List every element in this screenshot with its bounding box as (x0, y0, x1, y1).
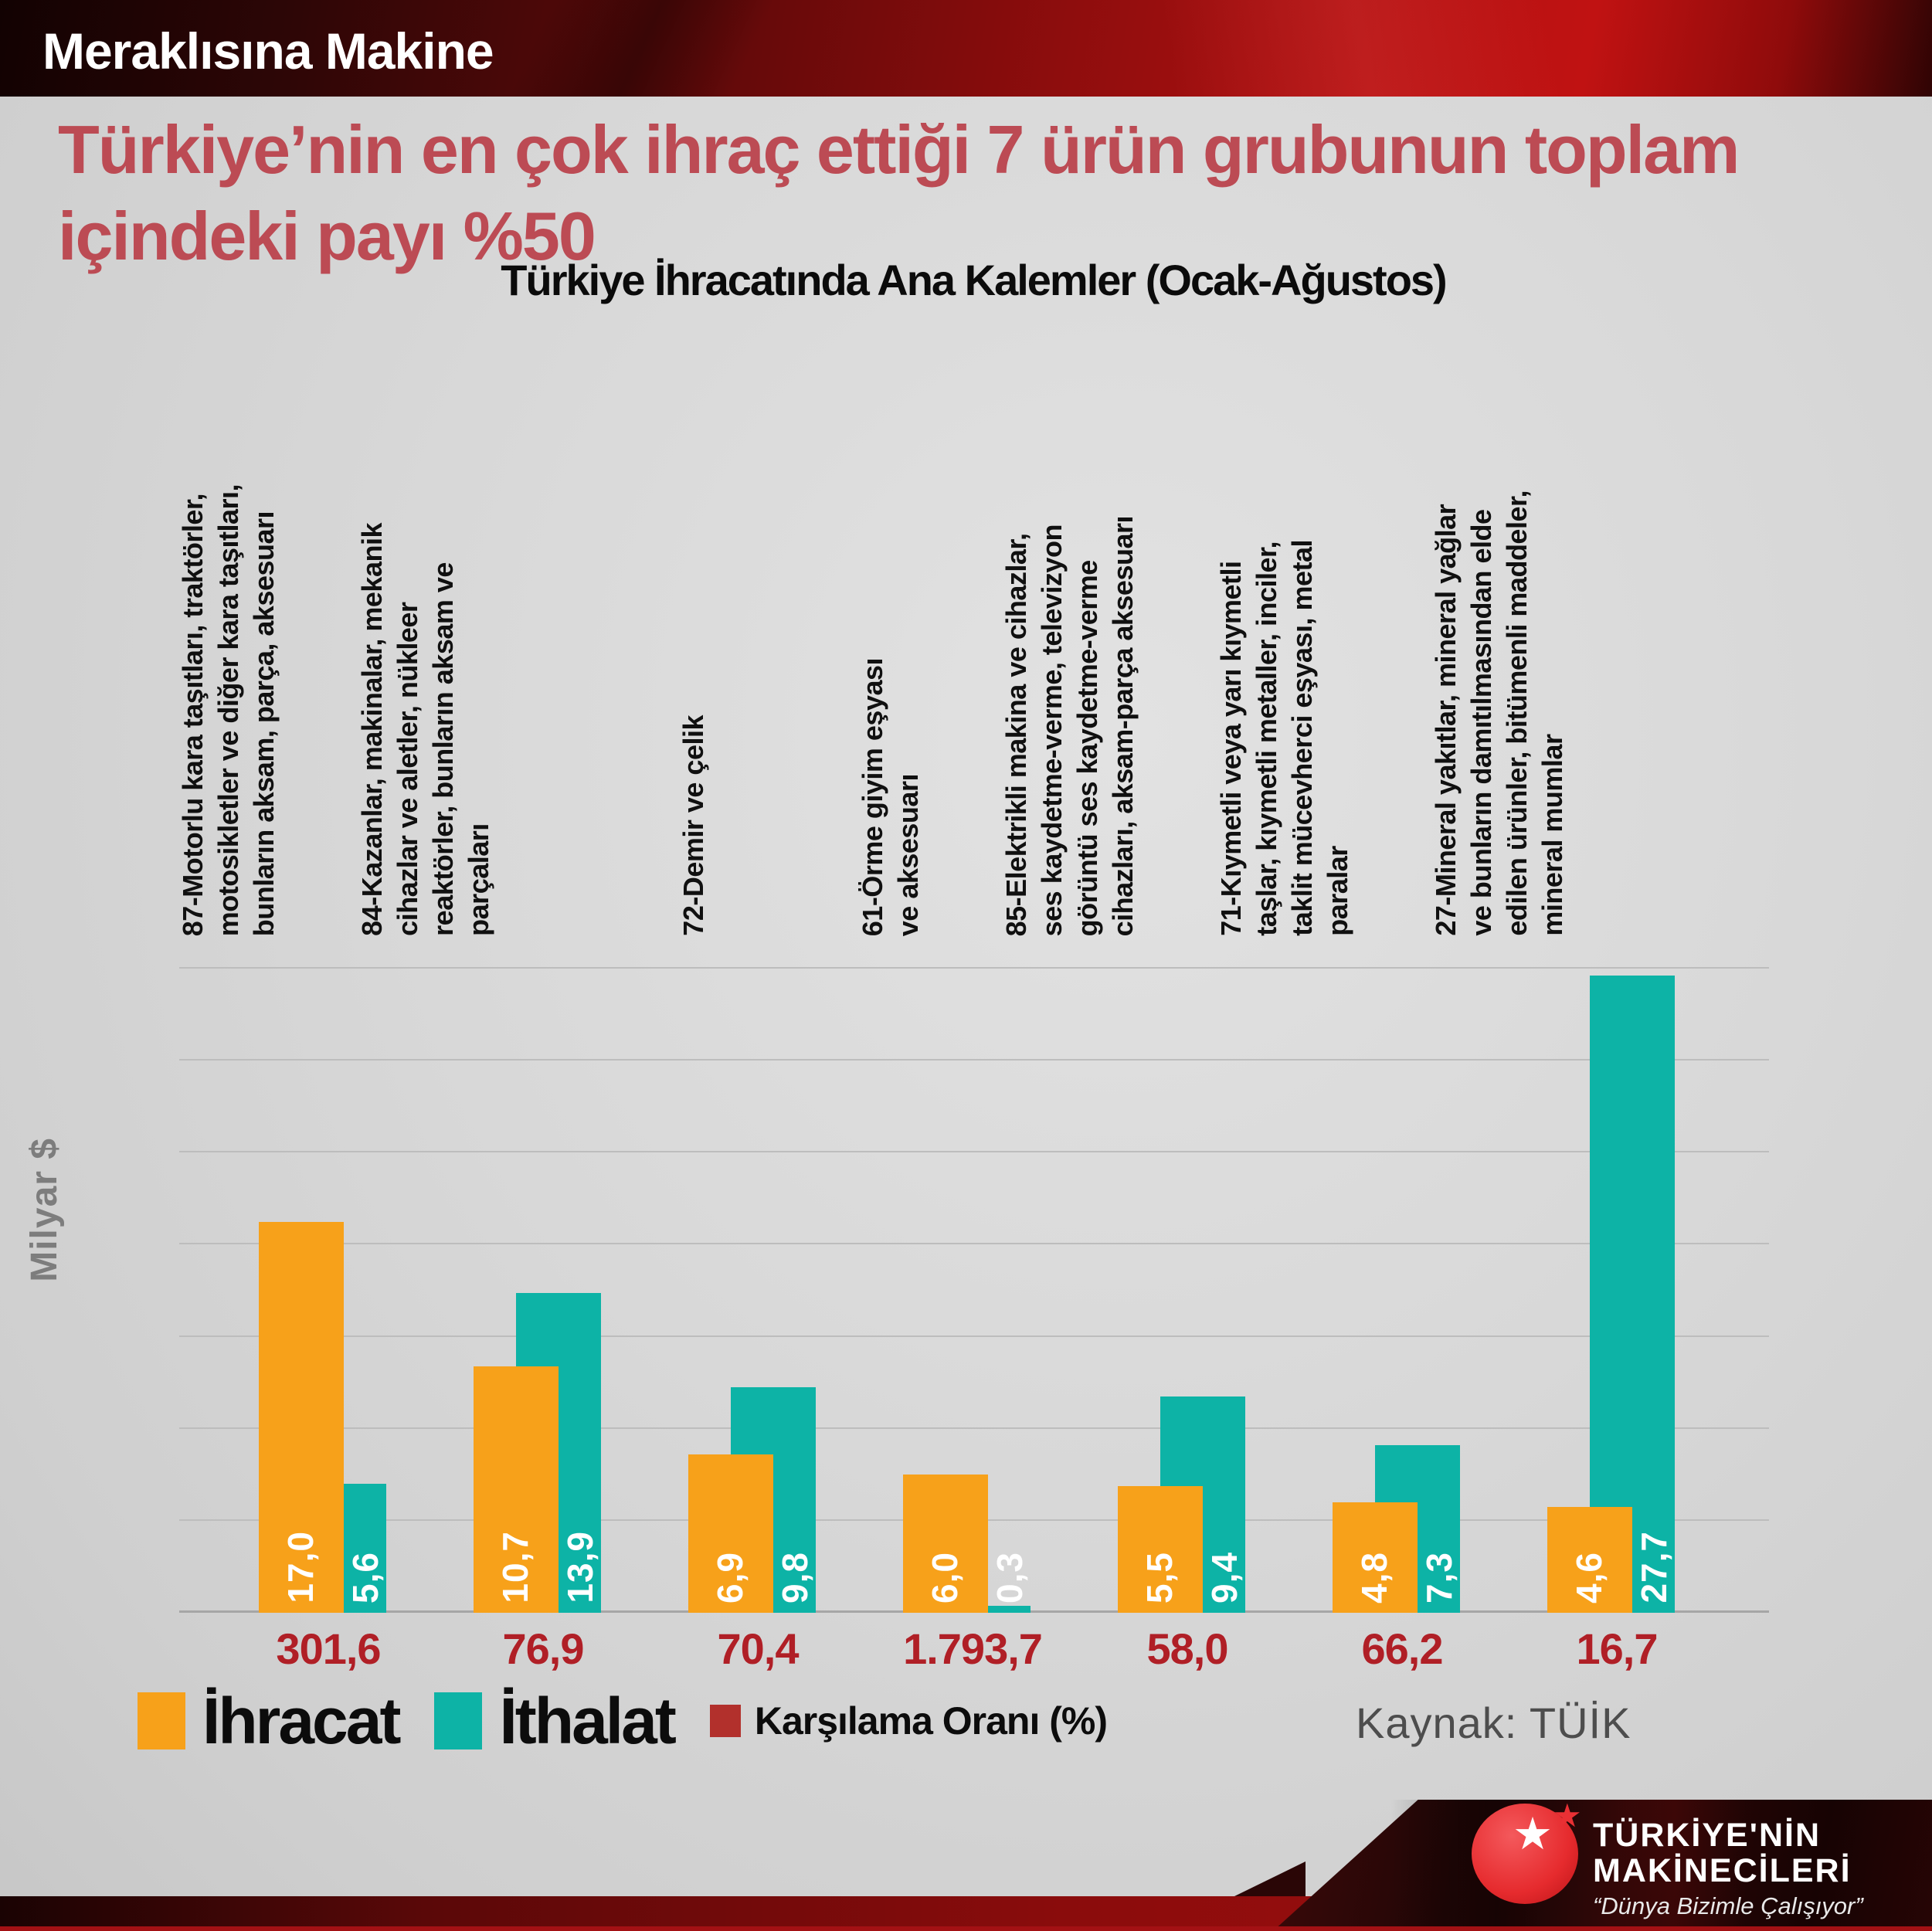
export-bar (903, 1475, 988, 1613)
source-note: Kaynak: TÜİK (1356, 1699, 1632, 1747)
ratio-legend-swatch (709, 1705, 741, 1737)
banner-texture (1120, 0, 1661, 97)
export-bar (1118, 1486, 1203, 1613)
coverage-ratio: 301,6 (276, 1624, 381, 1673)
star-icon: ★ (1513, 1809, 1553, 1859)
category-label: 72-Demir ve çelik (677, 715, 709, 936)
export-value: 5,5 (1139, 1552, 1180, 1604)
export-bar (1333, 1502, 1418, 1613)
gridline (179, 1059, 1769, 1061)
coverage-ratio: 76,9 (502, 1624, 585, 1673)
bar-group-5: 85-Elektrikli makina ve cihazlar, ses ka… (1000, 0, 1295, 1931)
page-title-line2: içindeki payı %50 (58, 198, 596, 274)
gridline (179, 1151, 1769, 1153)
category-label: 27-Mineral yakıtlar, mineral yağlar ve b… (1430, 490, 1568, 936)
legend: İhracat İthalat Karşılama Oranı (%) (138, 1685, 1108, 1757)
import-bar (946, 1606, 1031, 1613)
import-legend-label: İthalat (499, 1685, 676, 1757)
category-label: 61-Örme giyim eşyası ve aksesuarı (857, 657, 924, 936)
import-value: 0,3 (990, 1552, 1030, 1604)
import-value: 27,7 (1634, 1531, 1674, 1604)
small-star-icon: ★ (1553, 1797, 1582, 1834)
gridline (179, 1335, 1769, 1337)
export-bar (1547, 1507, 1632, 1613)
chart-title: Türkiye İhracatında Ana Kalemler (Ocak-A… (501, 256, 1447, 304)
export-bar (688, 1454, 773, 1613)
coverage-ratio: 16,7 (1576, 1624, 1659, 1673)
export-value: 4,8 (1354, 1552, 1394, 1604)
logo-name-line2: MAKİNECİLERİ (1593, 1852, 1852, 1889)
bar-group-2: 84-Kazanlar, makinalar, mekanik cihazlar… (356, 0, 650, 1931)
y-axis-label: Milyar $ (24, 1138, 65, 1282)
export-legend-swatch (138, 1692, 185, 1749)
import-bar (1590, 975, 1675, 1613)
gridline (179, 1243, 1769, 1245)
import-value: 5,6 (345, 1552, 385, 1604)
export-legend-label: İhracat (202, 1685, 401, 1757)
export-bar (259, 1221, 344, 1613)
import-legend-swatch (434, 1692, 483, 1749)
coverage-ratio: 58,0 (1146, 1624, 1229, 1673)
export-value: 6,9 (710, 1552, 750, 1604)
gridline (179, 967, 1769, 969)
logo-tagline: “Dünya Bizimle Çalışıyor” (1593, 1892, 1863, 1919)
bar-group-6: 71-Kıymetli veya yarı kıymetli taşlar, k… (1215, 0, 1509, 1931)
page-title: Türkiye’nin en çok ihraç ettiği 7 ürün g… (58, 107, 1873, 280)
category-label: 85-Elektrikli makina ve cihazlar, ses ka… (1000, 515, 1139, 936)
brand-title: Meraklısına Makine (42, 22, 494, 80)
banner-texture (479, 0, 803, 97)
top-banner (0, 0, 1932, 97)
import-value: 9,4 (1204, 1552, 1244, 1604)
bar-group-1: 87-Motorlu kara taşıtları, traktörler, m… (177, 0, 436, 1931)
page-title-line1: Türkiye’nin en çok ihraç ettiği 7 ürün g… (58, 111, 1740, 188)
coverage-ratio: 66,2 (1361, 1624, 1444, 1673)
export-value: 10,7 (495, 1531, 535, 1604)
import-value: 13,9 (560, 1531, 600, 1604)
bar-group-3: 72-Demir ve çelik 6,9 9,8 70,4 (650, 0, 865, 1931)
bottom-edge-line (0, 1926, 1932, 1931)
category-label: 84-Kazanlar, makinalar, mekanik cihazlar… (356, 523, 494, 936)
logo-name-line1: TÜRKİYE'NİN (1593, 1817, 1822, 1854)
gridline (179, 1427, 1769, 1429)
export-bar (474, 1366, 559, 1613)
category-label: 71-Kıymetli veya yarı kıymetli taşlar, k… (1215, 540, 1353, 936)
export-value: 6,0 (925, 1552, 965, 1604)
import-value: 7,3 (1419, 1552, 1459, 1604)
export-value: 17,0 (280, 1531, 321, 1604)
coverage-ratio: 70,4 (717, 1624, 800, 1673)
export-value: 4,6 (1569, 1552, 1609, 1604)
coverage-ratio: 1.793,7 (903, 1624, 1043, 1673)
import-value: 9,8 (775, 1552, 815, 1604)
bar-group-7: 27-Mineral yakıtlar, mineral yağlar ve b… (1430, 0, 1724, 1931)
ratio-legend-label: Karşılama Oranı (%) (754, 1699, 1108, 1743)
category-label: 87-Motorlu kara taşıtları, traktörler, m… (177, 484, 280, 936)
logo-circle (1472, 1804, 1578, 1904)
bar-group-4: 61-Örme giyim eşyası ve aksesuarı 6,0 0,… (857, 0, 1080, 1931)
